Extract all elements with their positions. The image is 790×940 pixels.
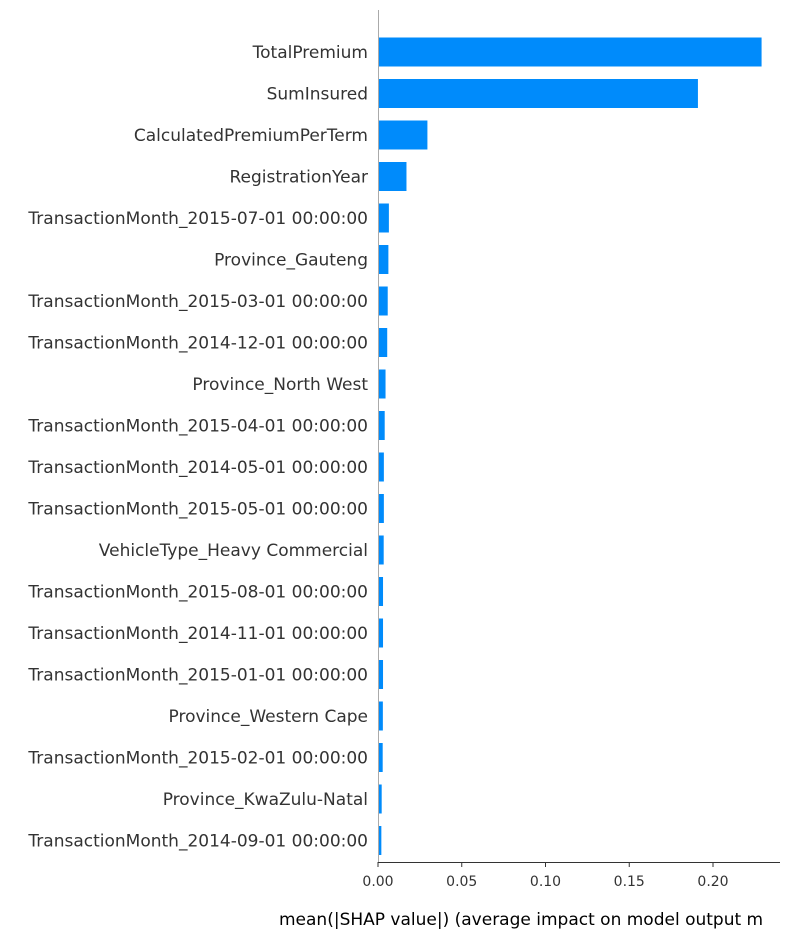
bar xyxy=(378,79,698,108)
category-labels: TotalPremium SumInsured CalculatedPremiumP… xyxy=(27,43,368,852)
category-label: TransactionMonth_2014-05-01 00:00:00 xyxy=(27,458,368,478)
category-label: Province_Gauteng xyxy=(214,251,368,271)
bar xyxy=(378,162,407,191)
bars xyxy=(378,37,762,855)
bar xyxy=(378,577,384,606)
bar xyxy=(378,369,386,399)
category-label: Province_KwaZulu-Natal xyxy=(163,790,368,810)
bar xyxy=(378,37,762,67)
category-label: CalculatedPremiumPerTerm xyxy=(134,126,368,146)
bar xyxy=(378,701,383,731)
bar xyxy=(378,494,384,523)
x-tick-label: 0.20 xyxy=(697,874,728,890)
bar xyxy=(378,660,384,689)
category-label: TransactionMonth_2015-01-01 00:00:00 xyxy=(27,666,368,686)
category-label: RegistrationYear xyxy=(229,168,368,188)
category-label: SumInsured xyxy=(267,85,368,105)
x-ticks: 0.00 0.05 0.10 0.15 0.20 xyxy=(362,862,729,890)
bar xyxy=(378,826,382,855)
bar xyxy=(378,618,384,648)
category-label: Province_North West xyxy=(192,375,368,395)
x-axis-title: mean(|SHAP value|) (average impact on mo… xyxy=(279,910,763,930)
category-label: TransactionMonth_2015-07-01 00:00:00 xyxy=(27,209,368,229)
bar xyxy=(378,535,384,565)
bar xyxy=(378,203,389,233)
bar xyxy=(378,411,385,440)
category-label: TransactionMonth_2014-12-01 00:00:00 xyxy=(27,334,368,354)
bar xyxy=(378,743,383,772)
bar xyxy=(378,452,384,482)
category-label: TransactionMonth_2015-03-01 00:00:00 xyxy=(27,292,368,312)
category-label: TransactionMonth_2014-11-01 00:00:00 xyxy=(27,624,368,644)
x-tick-label: 0.05 xyxy=(446,874,477,890)
category-label: TransactionMonth_2015-08-01 00:00:00 xyxy=(27,583,368,603)
bar xyxy=(378,328,388,357)
bar xyxy=(378,120,428,150)
category-label: TransactionMonth_2015-04-01 00:00:00 xyxy=(27,417,368,437)
x-tick-label: 0.00 xyxy=(362,874,393,890)
x-tick-label: 0.10 xyxy=(530,874,561,890)
x-tick-label: 0.15 xyxy=(614,874,645,890)
category-label: TransactionMonth_2015-05-01 00:00:00 xyxy=(27,500,368,520)
category-label: TotalPremium xyxy=(252,43,368,63)
category-label: TransactionMonth_2014-09-01 00:00:00 xyxy=(27,832,368,852)
bar xyxy=(378,784,382,814)
category-label: VehicleType_Heavy Commercial xyxy=(99,541,368,561)
category-label: TransactionMonth_2015-02-01 00:00:00 xyxy=(27,749,368,769)
bar xyxy=(378,245,389,274)
bar xyxy=(378,286,388,316)
category-label: Province_Western Cape xyxy=(169,707,369,727)
